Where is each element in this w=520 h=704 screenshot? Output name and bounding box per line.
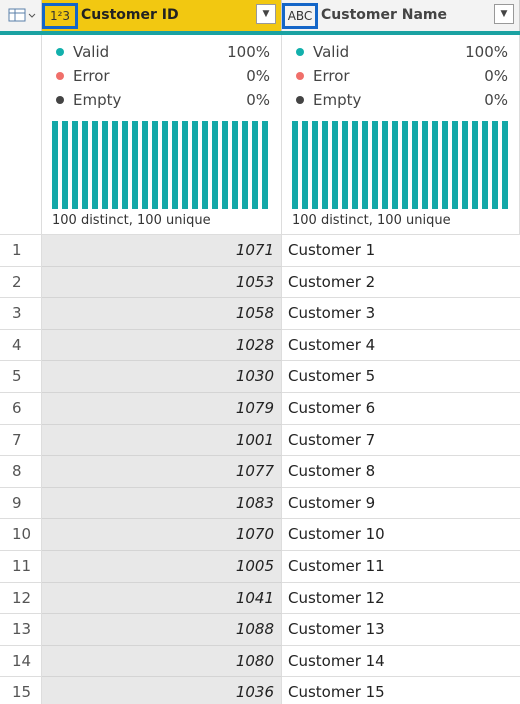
customer-name-cell[interactable]: Customer 3	[282, 298, 520, 330]
status-dot	[56, 96, 64, 104]
row-number: 3	[0, 298, 42, 330]
customer-id-cell[interactable]: 1030	[42, 361, 282, 393]
customer-name-cell[interactable]: Customer 8	[282, 456, 520, 488]
status-label: Valid	[73, 43, 110, 61]
customer-name-cell[interactable]: Customer 13	[282, 614, 520, 646]
customer-name-cell[interactable]: Customer 6	[282, 393, 520, 425]
table-icon	[8, 8, 36, 22]
table-menu[interactable]	[0, 0, 42, 31]
status-dot	[296, 72, 304, 80]
row-number: 4	[0, 329, 42, 362]
customer-id-cell[interactable]: 1058	[42, 298, 282, 330]
row-number: 14	[0, 645, 42, 678]
customer-id-cell[interactable]: 1036	[42, 677, 282, 704]
row-number: 8	[0, 456, 42, 488]
profile-summary: 100 distinct, 100 unique	[292, 213, 451, 228]
customer-id-cell[interactable]: 1088	[42, 614, 282, 646]
column-name[interactable]: Customer Name	[321, 7, 447, 23]
column-name[interactable]: Customer ID	[81, 7, 179, 23]
status-percent: 0%	[246, 91, 270, 109]
customer-name-cell[interactable]: Customer 11	[282, 551, 520, 583]
customer-id-cell[interactable]: 1041	[42, 582, 282, 615]
status-percent: 100%	[227, 43, 270, 61]
profile-summary: 100 distinct, 100 unique	[52, 213, 211, 228]
customer-name-cell[interactable]: Customer 12	[282, 583, 520, 615]
customer-id-cell[interactable]: 1053	[42, 266, 282, 299]
customer-id-cell[interactable]: 1070	[42, 519, 282, 551]
distribution-bars	[292, 121, 510, 209]
header-underline	[0, 31, 520, 35]
status-label: Empty	[313, 91, 362, 109]
status-label: Error	[73, 67, 110, 85]
row-number: 7	[0, 424, 42, 457]
status-label: Empty	[73, 91, 122, 109]
row-number: 12	[0, 582, 42, 615]
type-icon[interactable]: 1²3	[42, 3, 78, 29]
type-icon[interactable]: ABC	[282, 3, 318, 29]
status-percent: 100%	[465, 43, 508, 61]
customer-name-cell[interactable]: Customer 10	[282, 519, 520, 551]
customer-id-cell[interactable]: 1001	[42, 424, 282, 457]
status-percent: 0%	[484, 67, 508, 85]
status-dot	[296, 96, 304, 104]
distribution-bars	[52, 121, 272, 209]
customer-name-cell[interactable]: Customer 1	[282, 235, 520, 267]
customer-id-cell[interactable]: 1028	[42, 329, 282, 362]
customer-name-cell[interactable]: Customer 15	[282, 677, 520, 704]
customer-name-cell[interactable]: Customer 9	[282, 488, 520, 520]
customer-name-cell[interactable]: Customer 7	[282, 425, 520, 457]
status-dot	[56, 72, 64, 80]
row-number: 13	[0, 614, 42, 646]
status-dot	[296, 48, 304, 56]
customer-name-cell[interactable]: Customer 2	[282, 267, 520, 299]
row-number: 2	[0, 266, 42, 299]
row-number: 15	[0, 677, 42, 704]
row-number: 11	[0, 551, 42, 583]
customer-id-cell[interactable]: 1071	[42, 235, 282, 267]
status-percent: 0%	[484, 91, 508, 109]
row-number: 6	[0, 393, 42, 425]
status-label: Error	[313, 67, 350, 85]
customer-id-cell[interactable]: 1080	[42, 645, 282, 678]
dropdown[interactable]: ▼	[256, 4, 276, 24]
customer-id-cell[interactable]: 1005	[42, 551, 282, 583]
customer-id-cell[interactable]: 1077	[42, 456, 282, 488]
customer-name-cell[interactable]: Customer 14	[282, 646, 520, 678]
status-percent: 0%	[246, 67, 270, 85]
customer-name-cell[interactable]: Customer 5	[282, 361, 520, 393]
profile-spacer	[0, 35, 42, 235]
status-dot	[56, 48, 64, 56]
profile-cell	[42, 35, 282, 235]
customer-name-cell[interactable]: Customer 4	[282, 330, 520, 362]
row-number: 5	[0, 361, 42, 393]
customer-id-cell[interactable]: 1083	[42, 487, 282, 520]
row-number: 1	[0, 235, 42, 267]
dropdown[interactable]: ▼	[494, 4, 514, 24]
customer-id-cell[interactable]: 1079	[42, 393, 282, 425]
column-header[interactable]	[42, 0, 282, 31]
column-header[interactable]	[282, 0, 520, 31]
row-number: 9	[0, 487, 42, 520]
status-label: Valid	[313, 43, 350, 61]
row-number: 10	[0, 519, 42, 551]
